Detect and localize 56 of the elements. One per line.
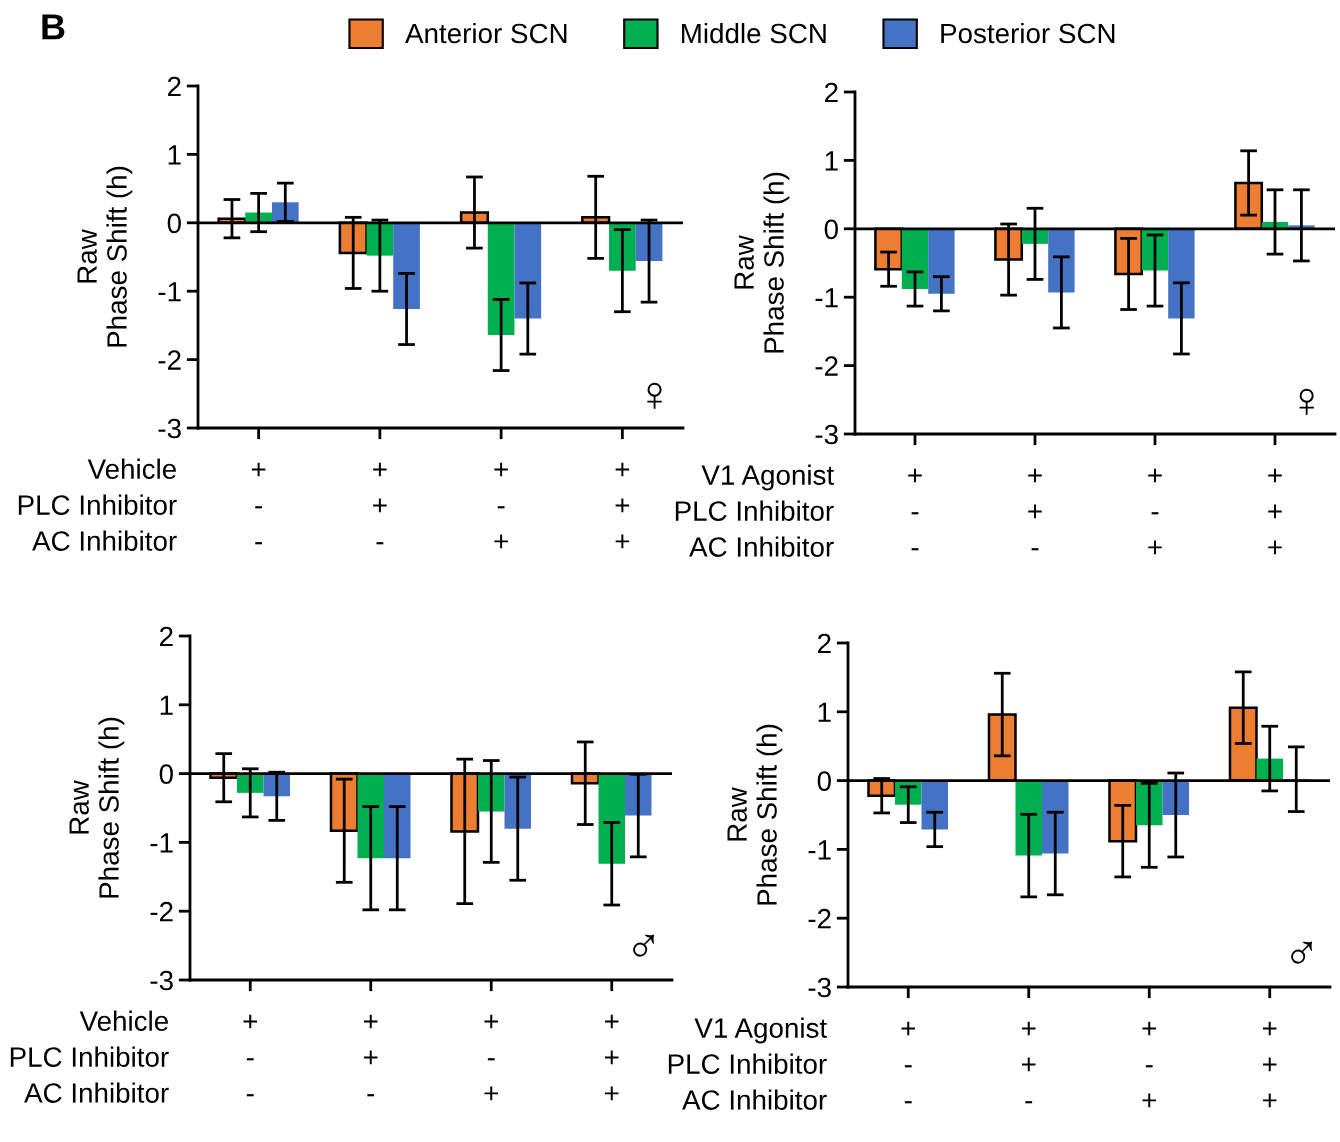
category-label: + - - [908,468,922,551]
y-tick-label: -1 [808,840,831,860]
annotation: ♀ [1299,388,1314,415]
y-tick-label: 1 [818,702,831,722]
x-tick-label: + + + [1268,468,1282,555]
x-tick-label: + + + [615,462,630,549]
y-tick-label: -3 [815,424,838,445]
y-tick-label: -2 [158,350,181,370]
y-tick-label: 0 [159,764,173,784]
x-axis-title: Vehicle PLC Inhibitor AC Inhibitor [10,1010,169,1103]
category-label: + - - [901,1021,915,1104]
y-axis-title: Raw Phase Shift (h) [734,172,790,353]
text: B [42,14,65,40]
x-tick-label: + + - [373,462,387,545]
y-tick-label: 2 [817,633,831,654]
y-axis-title: Raw Phase Shift (h) [69,717,125,898]
y-tick-label: 0 [167,213,181,234]
y-tick-label: -3 [150,970,173,991]
x-tick-label: + - + [494,462,508,549]
category-label: + - - [243,1014,257,1097]
y-tick-label: 2 [167,76,181,97]
y-tick-label: -2 [150,901,173,922]
y-tick-label: 1 [168,145,181,165]
x-tick-label: + + + [605,1014,619,1101]
legend-label: Middle SCN [682,22,826,44]
y-tick-label: 0 [817,771,831,791]
x-tick-label: + + + [1263,1021,1277,1108]
y-tick-label: -3 [158,418,181,439]
x-tick-label: + + - [1028,468,1042,551]
x-axis-title: V1 Agonist PLC Inhibitor AC Inhibitor [668,1017,827,1110]
y-tick-label: -1 [150,833,173,853]
legend-label: Posterior SCN [941,22,1115,44]
y-tick-label: -3 [808,977,831,998]
annotation: ♂ [633,934,655,957]
y-tick-label: 1 [160,695,173,715]
annotation: ♀ [647,382,662,409]
y-axis-title: Raw Phase Shift (h) [727,724,783,905]
x-axis-title: Vehicle PLC Inhibitor AC Inhibitor [18,458,177,551]
y-tick-label: -2 [808,908,831,929]
category-label: + - - [251,462,266,545]
y-tick-label: -1 [158,282,181,302]
y-tick-label: 2 [824,82,838,103]
x-tick-label: + - + [1142,1021,1156,1108]
x-tick-label: + - + [1148,468,1162,555]
x-tick-label: + + - [1022,1021,1036,1104]
y-axis-title: Raw Phase Shift (h) [77,166,133,347]
y-tick-label: 2 [159,626,173,647]
legend-label: Anterior SCN [405,22,567,44]
y-tick-label: -2 [815,356,838,376]
y-tick-label: 1 [825,151,838,171]
x-tick-label: + - + [484,1014,498,1101]
y-tick-label: 0 [824,219,838,240]
x-axis-title: V1 Agonist PLC Inhibitor AC Inhibitor [675,464,834,557]
x-tick-label: + + - [364,1014,378,1097]
y-tick-label: -1 [815,288,838,308]
annotation: ♂ [1291,941,1313,964]
